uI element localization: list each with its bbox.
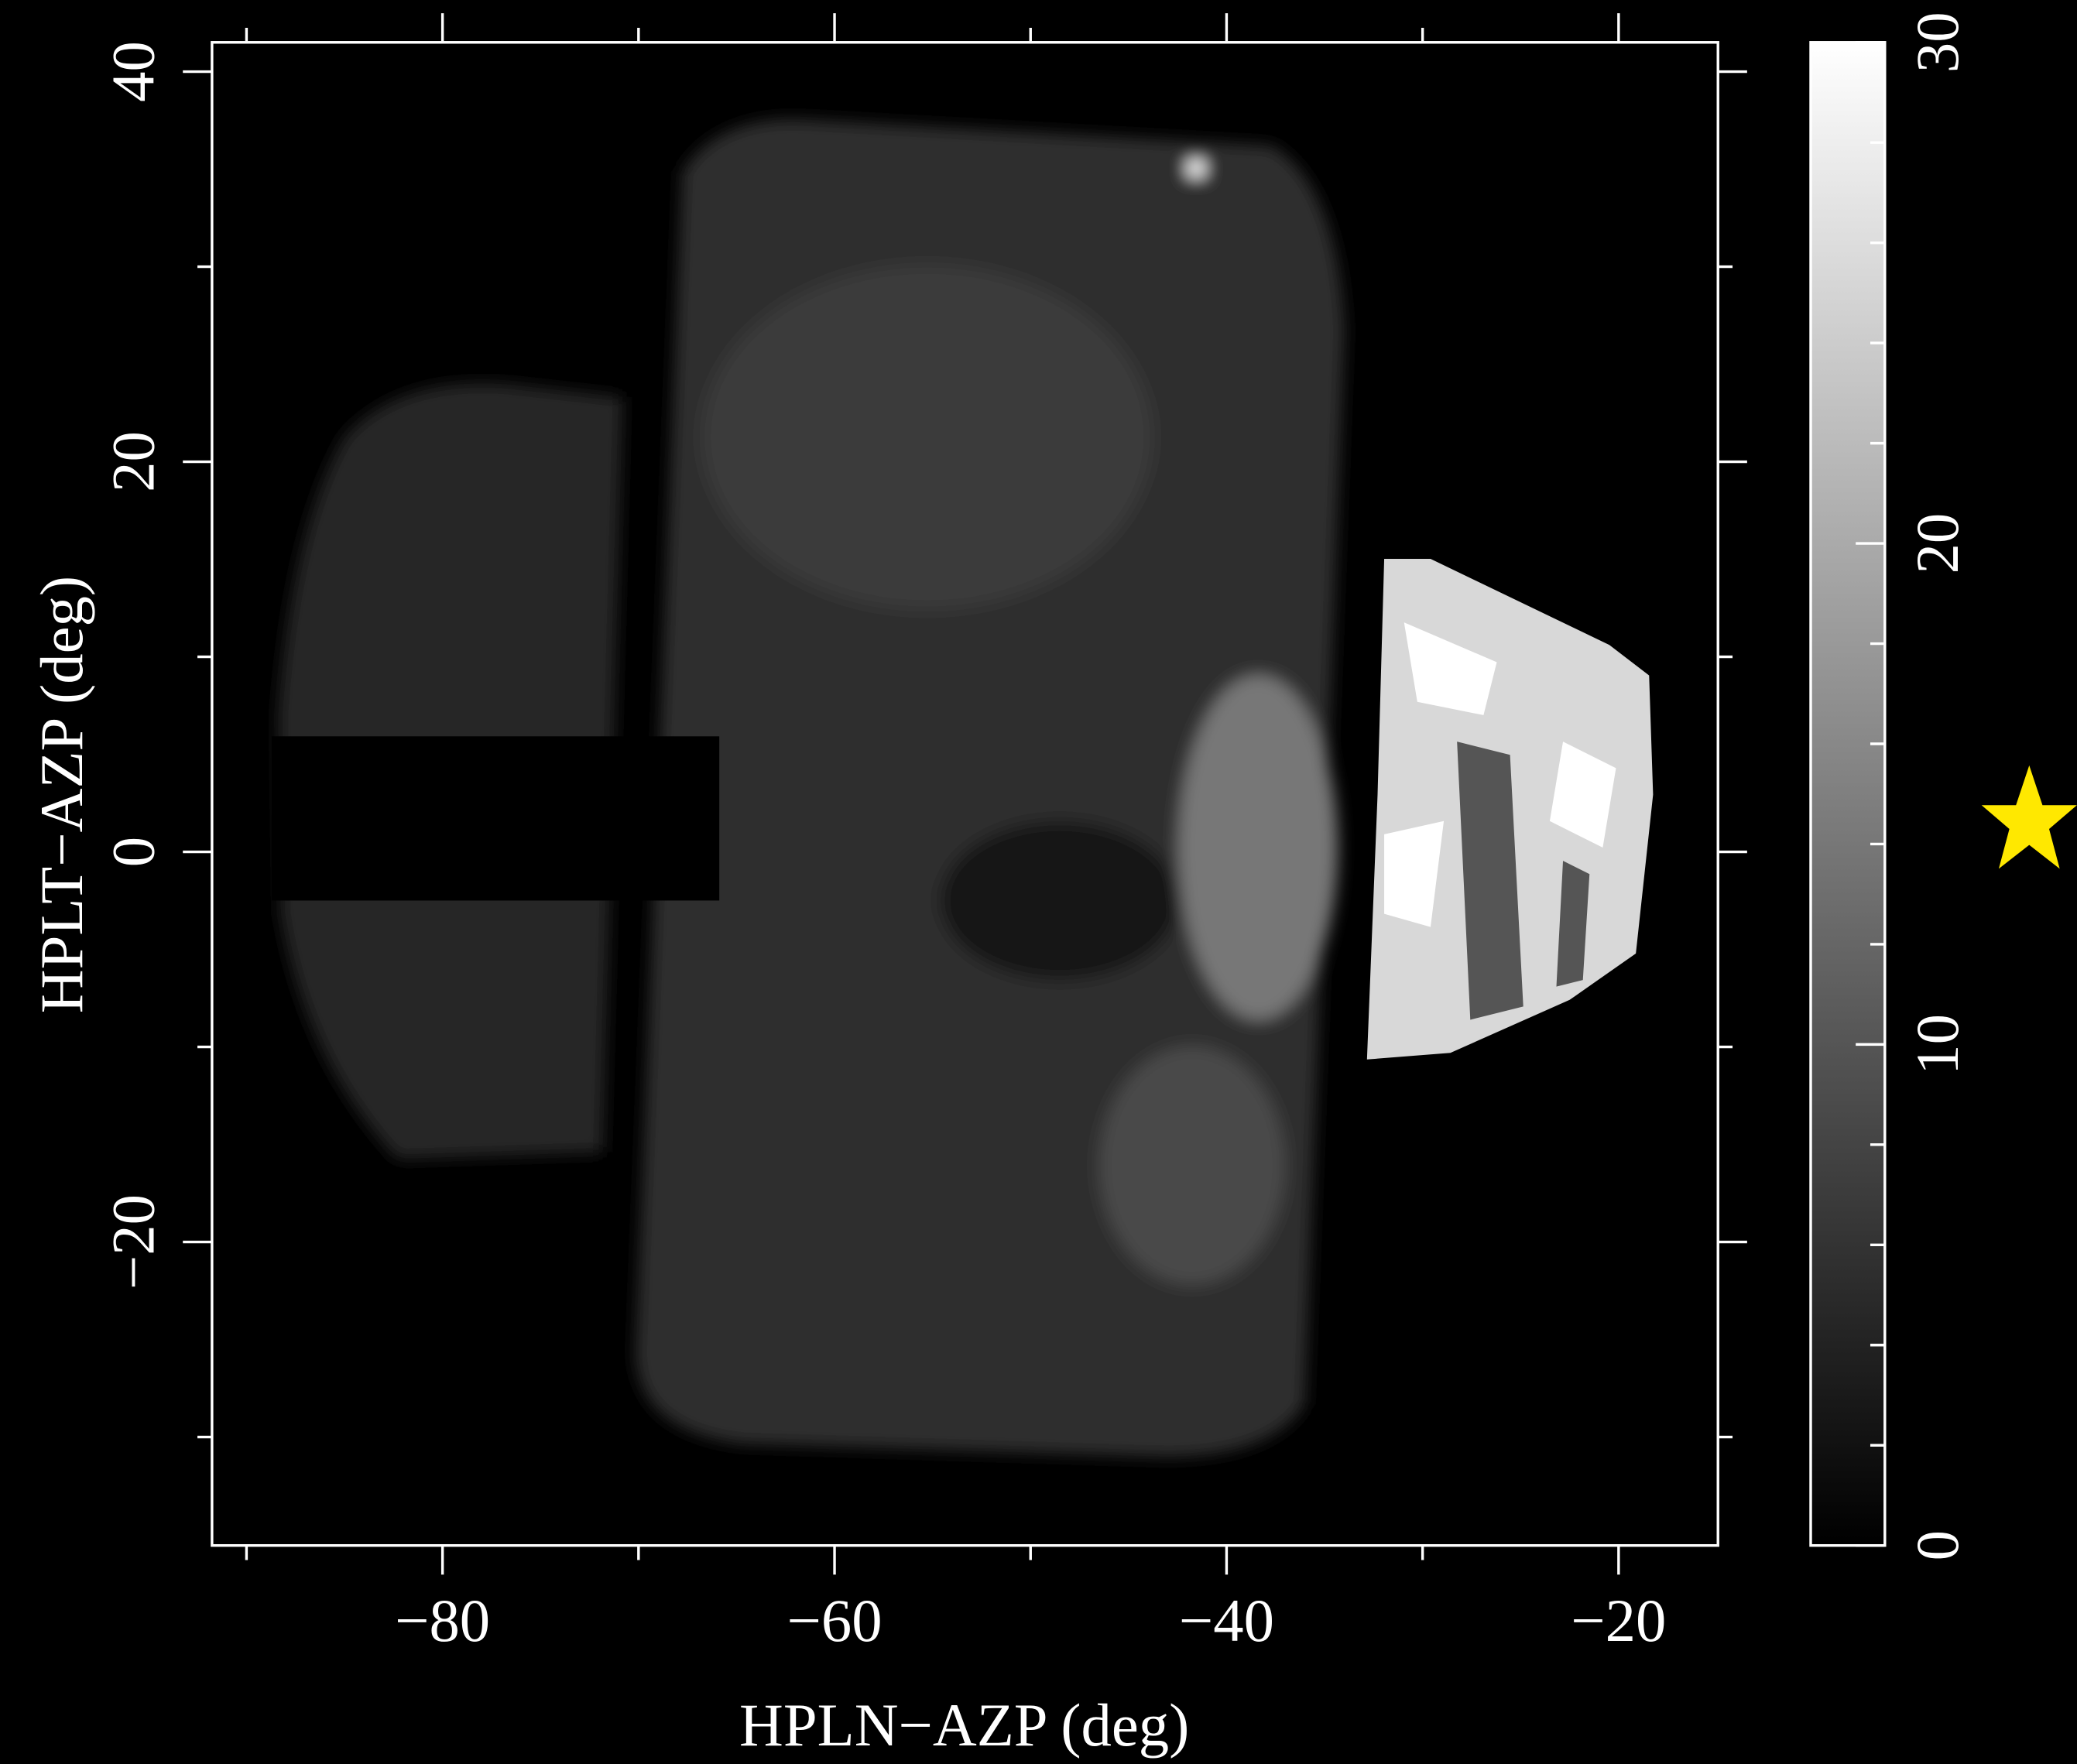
- y-tick-label: 40: [101, 41, 168, 102]
- colorbar-tick-label: 0: [1904, 1530, 1972, 1560]
- colorbar-tick-label: 10: [1904, 1014, 1972, 1075]
- map-region: [1179, 676, 1338, 1020]
- map-region: [1099, 1046, 1285, 1285]
- x-axis-title: HPLN−AZP (deg): [739, 1692, 1189, 1759]
- colorbar-gradient: [1811, 43, 1885, 1546]
- y-tick-label: 0: [101, 837, 168, 867]
- x-tick-label: −40: [1179, 1588, 1274, 1655]
- y-tick-label: −20: [101, 1194, 168, 1290]
- x-tick-label: −80: [395, 1588, 490, 1655]
- map-gap: [272, 736, 719, 900]
- colorbar-tick-label: 20: [1904, 513, 1972, 574]
- chart: HPLN−AZP (deg) HPLT−AZP (deg) −80 −60 −40 −…: [0, 0, 2077, 1764]
- map-region: [941, 821, 1179, 980]
- y-axis-title: HPLT−AZP (deg): [29, 576, 96, 1013]
- colorbar-tick-label: 30: [1904, 12, 1972, 73]
- y-tick-label: 20: [101, 431, 168, 492]
- x-tick-label: −20: [1571, 1588, 1666, 1655]
- map-region: [1187, 159, 1205, 177]
- page: HPLN−AZP (deg) HPLT−AZP (deg) −80 −60 −40 −…: [0, 0, 2077, 1764]
- map-region: [702, 265, 1153, 609]
- x-tick-label: −60: [787, 1588, 882, 1655]
